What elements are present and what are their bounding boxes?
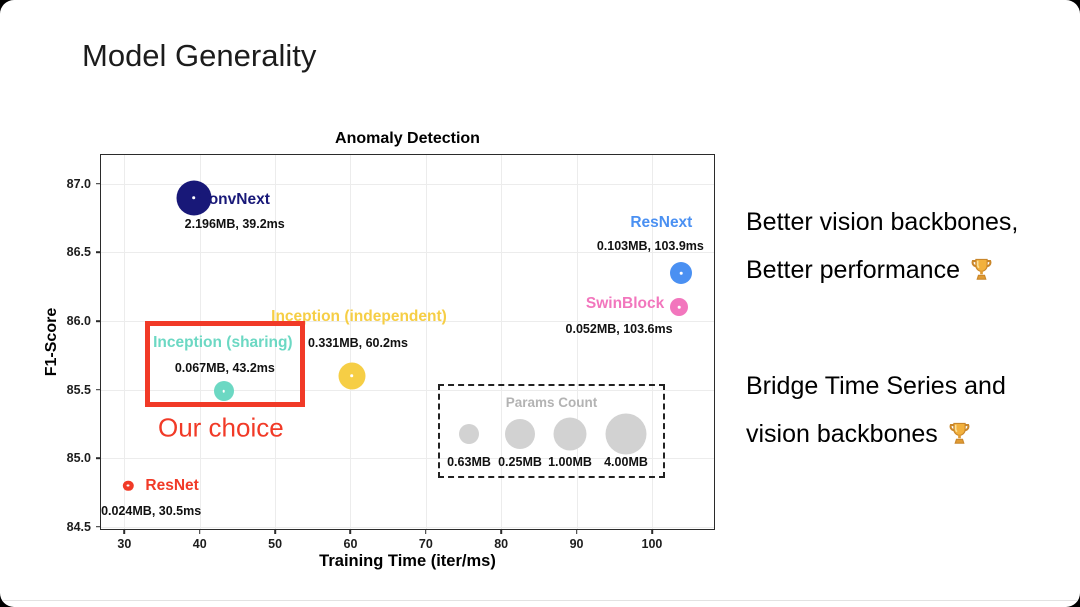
point-sub-label: 0.331MB, 60.2ms xyxy=(307,335,408,350)
x-tick-label: 90 xyxy=(569,537,584,551)
size-legend-label: 4.00MB xyxy=(604,455,648,469)
page-title: Model Generality xyxy=(82,38,317,73)
y-tick-label: 85.0 xyxy=(66,451,91,466)
x-gridline xyxy=(275,155,277,529)
point-name-label: Inception (sharing) xyxy=(153,334,293,352)
slide-edge-divider xyxy=(0,600,1080,601)
x-gridline xyxy=(199,155,201,529)
size-legend-bubble xyxy=(459,424,479,444)
y-gridline xyxy=(101,526,714,528)
point-name-label: ConvNext xyxy=(197,190,270,208)
x-tick-mark xyxy=(274,529,276,534)
size-legend-bubble xyxy=(505,419,535,449)
y-tick-label: 84.5 xyxy=(66,519,91,534)
point-sub-label: 0.103MB, 103.9ms xyxy=(596,239,704,253)
y-axis-label: F1-Score xyxy=(43,307,60,377)
x-tick-mark xyxy=(349,529,352,534)
y-tick-mark xyxy=(96,526,101,528)
x-gridline xyxy=(124,155,126,529)
size-legend-bubble xyxy=(553,417,587,451)
size-legend-label: 0.63MB xyxy=(447,455,491,469)
point-name-label: ResNext xyxy=(630,214,693,231)
x-tick-mark xyxy=(123,529,126,534)
x-gridline xyxy=(425,155,427,529)
data-bubble-swinblock xyxy=(670,298,689,317)
y-tick-mark xyxy=(96,388,101,391)
x-tick-label: 70 xyxy=(418,537,433,551)
x-tick-label: 40 xyxy=(192,537,207,551)
x-axis-label: Training Time (iter/ms) xyxy=(319,552,496,570)
highlight-box xyxy=(144,321,305,408)
y-tick-mark xyxy=(96,251,101,254)
data-bubble-inception-independent- xyxy=(338,362,366,390)
note-block: Bridge Time Series and vision backbones xyxy=(746,362,1006,458)
x-gridline xyxy=(501,155,503,529)
data-bubble-resnet xyxy=(122,480,134,491)
y-tick-label: 86.0 xyxy=(66,314,91,329)
x-tick-label: 30 xyxy=(117,537,132,551)
x-gridline xyxy=(651,155,653,529)
x-gridline xyxy=(576,155,578,529)
x-tick-label: 50 xyxy=(268,537,283,551)
y-tick-label: 87.0 xyxy=(66,176,91,191)
note-line: Better performance xyxy=(746,246,1018,294)
y-tick-mark xyxy=(96,457,101,460)
data-bubble-resnext xyxy=(670,262,693,284)
y-tick-label: 85.5 xyxy=(66,382,91,397)
y-gridline xyxy=(101,321,714,323)
trophy-icon xyxy=(971,258,992,280)
point-name-label: SwinBlock xyxy=(585,295,665,313)
x-tick-label: 80 xyxy=(494,537,509,551)
x-gridline xyxy=(350,155,352,529)
y-gridline xyxy=(101,389,714,391)
x-tick-mark xyxy=(651,529,653,534)
size-legend: Params Count 0.63MB 0.25MB 1.00MB 4.00MB xyxy=(438,384,665,478)
y-gridline xyxy=(101,458,714,460)
note-line: Bridge Time Series and xyxy=(746,372,1006,400)
point-sub-label: 0.052MB, 103.6ms xyxy=(565,322,673,337)
note-line: Better vision backbones, xyxy=(746,208,1019,236)
bubble-chart-plot-area: 30 40 50 60 70 80 90 100 87.0 86.5 86.0 85.5 85.0 84.… xyxy=(67,154,715,551)
point-sub-label: 0.024MB, 30.5ms xyxy=(101,503,202,518)
x-tick-mark xyxy=(575,529,578,534)
x-tick-label: 100 xyxy=(641,537,663,551)
x-tick-mark xyxy=(500,529,502,534)
point-name-label: Inception (independent) xyxy=(271,307,447,325)
chart-title: Anomaly Detection xyxy=(335,130,480,147)
y-tick-mark xyxy=(96,320,101,322)
size-legend-label: 0.25MB xyxy=(498,455,542,469)
point-name-label: ResNet xyxy=(145,476,199,494)
highlight-caption: Our choice xyxy=(157,412,284,443)
size-legend-label: 1.00MB xyxy=(548,455,592,469)
x-tick-mark xyxy=(198,529,201,534)
x-tick-mark xyxy=(425,529,427,534)
y-gridline xyxy=(101,183,714,185)
y-gridline xyxy=(101,252,714,254)
size-legend-bubble xyxy=(605,413,647,455)
point-sub-label: 2.196MB, 39.2ms xyxy=(184,216,285,231)
y-tick-mark xyxy=(96,183,101,185)
point-sub-label: 0.067MB, 43.2ms xyxy=(174,361,275,376)
data-bubble-convnext xyxy=(176,180,212,216)
x-tick-label: 60 xyxy=(343,537,358,551)
note-line: vision backbones xyxy=(746,410,1006,458)
size-legend-title: Params Count xyxy=(505,395,598,410)
data-bubble-inception-sharing- xyxy=(213,381,234,402)
note-block: Better vision backbones, Better performan… xyxy=(746,198,1018,294)
y-tick-label: 86.5 xyxy=(66,245,91,260)
trophy-icon xyxy=(949,422,970,444)
